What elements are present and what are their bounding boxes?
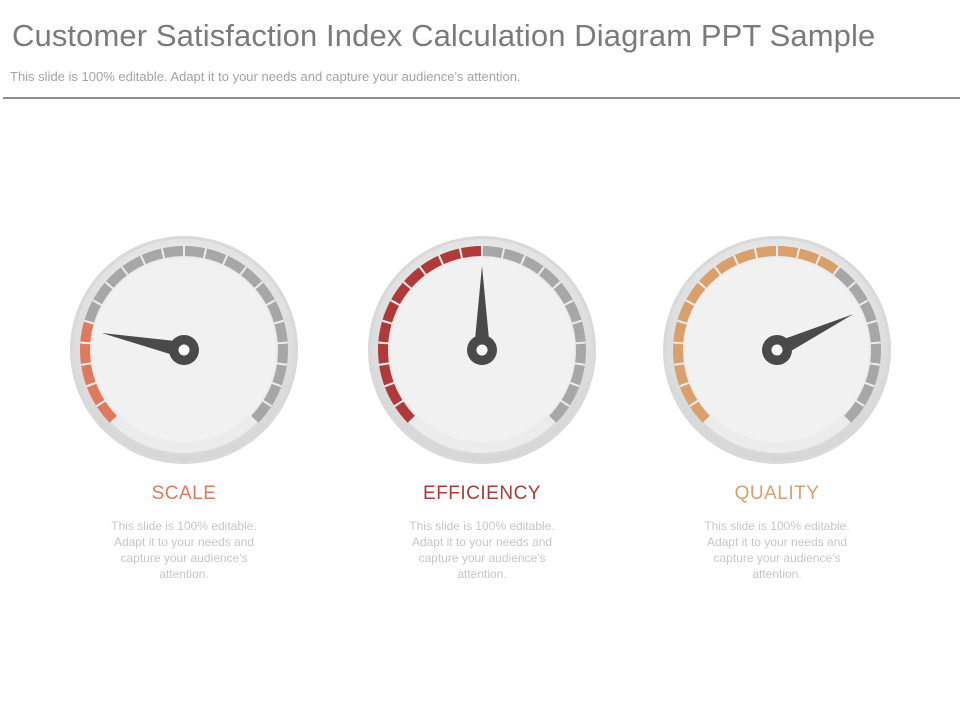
gauge-segment — [86, 383, 105, 406]
gauge-description-quality: This slide is 100% editable. Adapt it to… — [704, 519, 850, 581]
gauge-segment — [848, 282, 868, 305]
header-divider — [3, 97, 960, 99]
efficiency-gauge-dial — [368, 236, 596, 464]
gauge-segment — [834, 267, 855, 288]
gauge-segment — [162, 246, 184, 258]
gauge-segment — [539, 267, 560, 288]
gauge-segment — [699, 267, 720, 288]
gauge-segment — [97, 401, 117, 423]
gauge-segment — [223, 255, 246, 275]
gauge-segment — [677, 301, 695, 323]
gauge-segment — [255, 282, 275, 305]
gauge-segment — [460, 246, 482, 258]
gauge-segment — [274, 321, 288, 343]
gauge-segment — [690, 401, 710, 423]
gauge-segment — [870, 343, 881, 364]
gauge-segment — [549, 401, 569, 423]
gauge-segment — [382, 301, 400, 323]
gauge-segment — [378, 321, 392, 343]
gauge-segment — [553, 282, 573, 305]
gauge-segment — [679, 383, 698, 406]
gauge-segment — [561, 383, 580, 406]
gauge-segment — [859, 301, 877, 323]
gauge-segment — [384, 383, 403, 406]
gauge-segment — [93, 282, 113, 305]
gauge-segment — [575, 343, 586, 364]
gauge-segment — [395, 401, 415, 423]
gauge-segment — [673, 321, 687, 343]
gauge-description-scale: This slide is 100% editable. Adapt it to… — [111, 519, 257, 581]
gauge-segment — [84, 301, 102, 323]
gauge-segment — [122, 255, 145, 275]
gauge-needle — [773, 314, 854, 358]
gauge-segment — [241, 267, 262, 288]
page-subtitle: This slide is 100% editable. Adapt it to… — [10, 69, 521, 84]
gauge-segment — [80, 343, 91, 364]
gauge-label-scale: SCALE — [151, 483, 217, 504]
gauge-segment — [686, 282, 706, 305]
gauge-segment — [867, 321, 881, 343]
gauge-segment — [277, 343, 288, 364]
gauge-segment — [251, 401, 271, 423]
gauge-segment — [266, 301, 284, 323]
quality-gauge-dial — [663, 236, 891, 464]
gauge-segment — [570, 364, 585, 386]
gauge-segment — [673, 343, 684, 364]
page-title: Customer Satisfaction Index Calculation … — [12, 18, 876, 53]
gauge-segment — [734, 248, 757, 265]
gauge-segment — [797, 248, 820, 265]
gauge-efficiency: EFFICIENCY This slide is 100% editable. … — [362, 230, 602, 610]
gauge-segment — [856, 383, 875, 406]
gauge-needle — [474, 266, 490, 350]
gauge-segment — [379, 364, 394, 386]
gauge-segment — [572, 321, 586, 343]
gauge-segment — [80, 321, 94, 343]
gauge-segment — [521, 255, 544, 275]
gauge-segment — [865, 364, 880, 386]
gauge-scale: SCALE This slide is 100% editable. Adapt… — [64, 230, 304, 610]
gauge-segment — [755, 246, 777, 258]
gauge-quality: QUALITY This slide is 100% editable. Ada… — [657, 230, 897, 610]
scale-gauge-dial — [70, 236, 298, 464]
gauge-segment — [404, 267, 425, 288]
gauge-segment — [106, 267, 127, 288]
gauge-segment — [844, 401, 864, 423]
gauge-label-quality: QUALITY — [734, 483, 820, 504]
gauge-segment — [272, 364, 287, 386]
gauge-segment — [141, 248, 164, 265]
gauge-segment — [391, 282, 411, 305]
gauge-segment — [777, 246, 799, 258]
gauge-segment — [378, 343, 389, 364]
gauge-segment — [204, 248, 227, 265]
gauge-segment — [674, 364, 689, 386]
gauge-segment — [81, 364, 96, 386]
gauge-needle-pin — [178, 344, 190, 356]
gauge-segment — [263, 383, 282, 406]
gauge-segment — [564, 301, 582, 323]
gauge-segment — [439, 248, 462, 265]
gauge-segment — [502, 248, 525, 265]
gauge-description-efficiency: This slide is 100% editable. Adapt it to… — [409, 519, 555, 581]
gauge-needle — [101, 332, 186, 358]
gauge-needle-pin — [771, 344, 783, 356]
gauge-needle-pin — [476, 344, 488, 356]
gauge-segment — [420, 255, 443, 275]
gauge-segment — [482, 246, 504, 258]
gauge-label-efficiency: EFFICIENCY — [423, 483, 541, 504]
gauge-segment — [715, 255, 738, 275]
gauge-segment — [184, 246, 206, 258]
gauge-segment — [816, 255, 839, 275]
